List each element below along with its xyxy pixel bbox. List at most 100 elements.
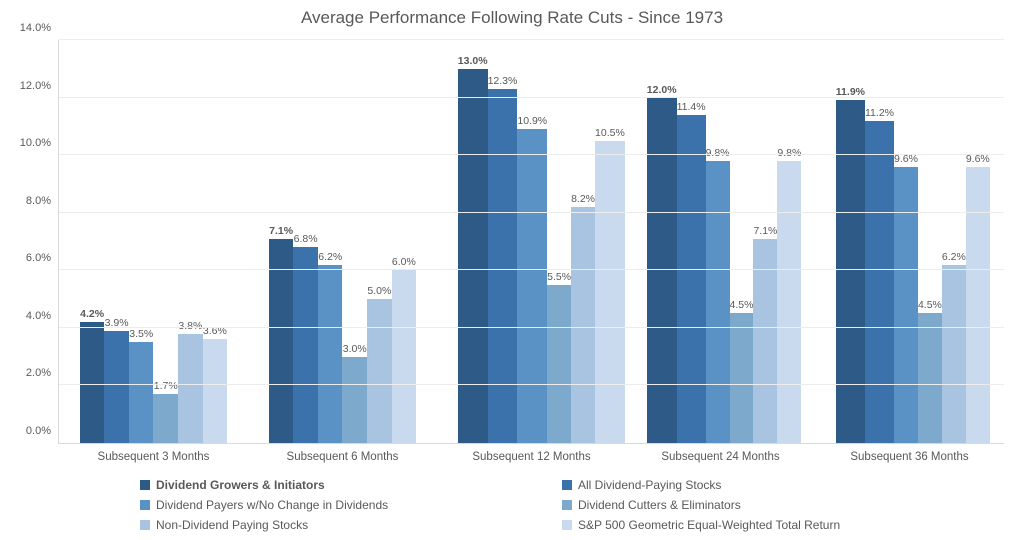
bar-value-label: 6.2% (318, 251, 342, 263)
bar-value-label: 8.2% (571, 193, 595, 205)
bar-value-label: 5.5% (547, 271, 571, 283)
bar-group: 11.9%11.2%9.6%4.5%6.2%9.6%Subsequent 36 … (815, 40, 1004, 443)
bar-col: 12.0% (647, 40, 677, 443)
bar-col: 4.5% (730, 40, 754, 443)
legend-label: S&P 500 Geometric Equal-Weighted Total R… (578, 518, 840, 532)
bar-value-label: 4.5% (730, 299, 754, 311)
bar (488, 89, 518, 443)
gridline (59, 327, 1004, 328)
legend-swatch (140, 500, 150, 510)
bar-groups: 4.2%3.9%3.5%1.7%3.8%3.6%Subsequent 3 Mon… (59, 40, 1004, 443)
bar (517, 129, 547, 443)
bar-value-label: 13.0% (458, 55, 488, 67)
bar (677, 115, 706, 443)
bar-value-label: 4.5% (918, 299, 942, 311)
bar-value-label: 11.2% (865, 107, 894, 119)
legend-label: Dividend Payers w/No Change in Dividends (156, 498, 388, 512)
bar-col: 3.9% (104, 40, 129, 443)
bar (595, 141, 625, 443)
bars: 4.2%3.9%3.5% 1.7% 3.8%3.6% (80, 40, 227, 443)
bar-col: 3.6% (203, 40, 228, 443)
bar-col: 11.9% (836, 40, 865, 443)
bar (547, 285, 571, 443)
bar (730, 313, 754, 443)
bar-value-label: 10.5% (595, 127, 625, 139)
bar-col: 9.8% (706, 40, 730, 443)
legend-label: Dividend Cutters & Eliminators (578, 498, 741, 512)
x-tick-label: Subsequent 3 Months (59, 443, 248, 463)
bar (865, 121, 894, 443)
bar-group: 7.1%6.8%6.2%3.0%5.0%6.0%Subsequent 6 Mon… (248, 40, 437, 443)
bar (706, 161, 730, 443)
legend-label: Dividend Growers & Initiators (156, 478, 325, 492)
bar-col: 1.7% (153, 40, 178, 443)
bar-col: 12.3% (488, 40, 518, 443)
bar-col: 11.2% (865, 40, 894, 443)
gridline (59, 39, 1004, 40)
bar (178, 334, 203, 443)
bar (342, 357, 367, 443)
bar-group: 12.0%11.4%9.8%4.5%7.1%9.8%Subsequent 24 … (626, 40, 815, 443)
bar-value-label: 4.2% (80, 308, 104, 320)
legend-label: Non-Dividend Paying Stocks (156, 518, 308, 532)
legend-label: All Dividend-Paying Stocks (578, 478, 721, 492)
bars: 7.1%6.8%6.2%3.0%5.0%6.0% (269, 40, 416, 443)
bar-col: 4.2% (80, 40, 105, 443)
bar-value-label: 6.2% (942, 251, 966, 263)
bar-col: 6.0% (392, 40, 417, 443)
bar-value-label: 1.7% (154, 380, 178, 392)
legend-swatch (562, 480, 572, 490)
y-tick-label: 10.0% (20, 137, 59, 149)
bar (942, 265, 966, 443)
bar (129, 342, 154, 443)
bar-group: 13.0%12.3%10.9%5.5%8.2%10.5%Subsequent 1… (437, 40, 626, 443)
bar-value-label: 6.0% (392, 256, 416, 268)
legend-item: Dividend Cutters & Eliminators (562, 498, 964, 512)
legend-swatch (562, 520, 572, 530)
bar-value-label: 6.8% (294, 233, 318, 245)
bar-value-label: 9.8% (706, 147, 730, 159)
bar (293, 247, 318, 443)
bar-col: 3.0% (342, 40, 367, 443)
y-tick-label: 8.0% (26, 195, 59, 207)
bar-col: 13.0% (458, 40, 488, 443)
bar (777, 161, 801, 443)
legend: Dividend Growers & Initiators All Dividen… (140, 478, 964, 532)
y-tick-label: 2.0% (26, 367, 59, 379)
bar-value-label: 12.0% (647, 84, 677, 96)
bar-col: 9.6% (966, 40, 990, 443)
bar-col: 3.5% (129, 40, 154, 443)
y-tick-label: 4.0% (26, 310, 59, 322)
bar-value-label: 3.8% (178, 320, 202, 332)
gridline (59, 97, 1004, 98)
x-tick-label: Subsequent 36 Months (815, 443, 1004, 463)
legend-swatch (562, 500, 572, 510)
bar (80, 322, 105, 443)
bar-group: 4.2%3.9%3.5%1.7%3.8%3.6%Subsequent 3 Mon… (59, 40, 248, 443)
bar-col: 5.5% (547, 40, 571, 443)
gridline (59, 212, 1004, 213)
bar-col: 7.1% (753, 40, 777, 443)
legend-item: All Dividend-Paying Stocks (562, 478, 964, 492)
bar-value-label: 10.9% (517, 115, 547, 127)
gridline (59, 154, 1004, 155)
bar-col: 11.4% (677, 40, 706, 443)
bar-value-label: 3.5% (129, 328, 153, 340)
bar (918, 313, 942, 443)
bar (203, 339, 228, 443)
bar-col: 8.2% (571, 40, 595, 443)
y-tick-label: 0.0% (26, 425, 59, 437)
bar-col: 10.9% (517, 40, 547, 443)
bars: 11.9%11.2%9.6%4.5%6.2%9.6% (836, 40, 983, 443)
gridline (59, 269, 1004, 270)
legend-swatch (140, 480, 150, 490)
legend-item: Dividend Growers & Initiators (140, 478, 542, 492)
x-tick-label: Subsequent 6 Months (248, 443, 437, 463)
legend-item: Non-Dividend Paying Stocks (140, 518, 542, 532)
bar (318, 265, 343, 443)
bar-col: 6.2% (318, 40, 343, 443)
bar-value-label: 9.8% (777, 147, 801, 159)
y-tick-label: 14.0% (20, 22, 59, 34)
bars: 12.0%11.4%9.8%4.5%7.1%9.8% (647, 40, 794, 443)
bar-value-label: 5.0% (367, 285, 391, 297)
